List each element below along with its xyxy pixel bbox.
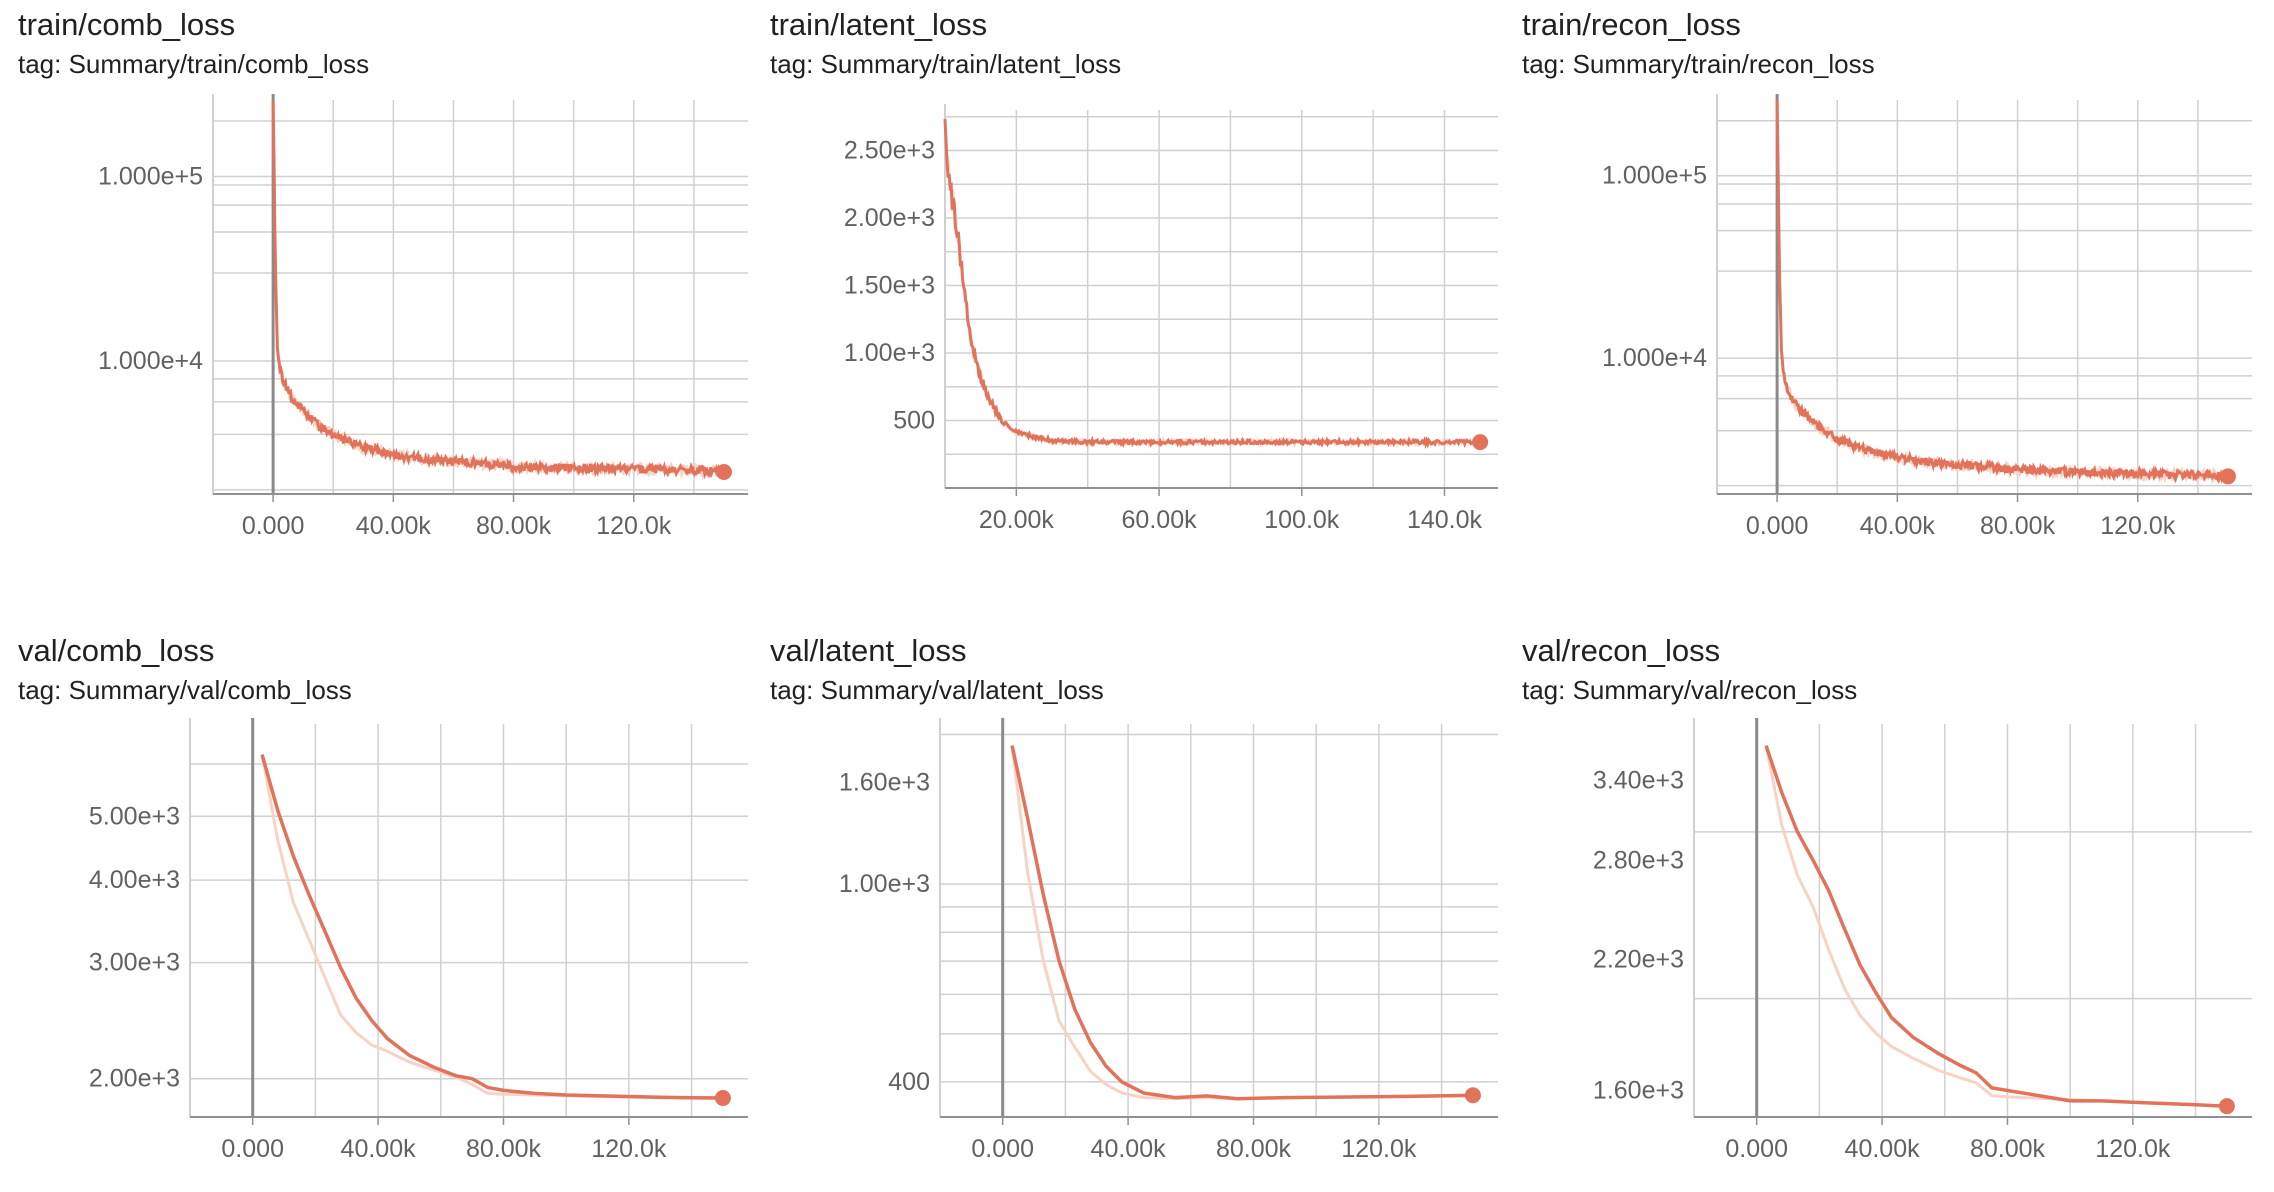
- chart-tag: tag: Summary/val/comb_loss: [18, 675, 352, 705]
- chart-tag: tag: Summary/train/comb_loss: [18, 49, 370, 79]
- y-tick-label: 1.50e+3: [844, 272, 935, 300]
- x-tick-label: 40.00k: [1845, 1135, 1921, 1163]
- x-tick-label: 20.00k: [979, 506, 1055, 534]
- chart-tag: tag: Summary/val/latent_loss: [770, 675, 1104, 705]
- chart-title: val/comb_loss: [18, 633, 215, 668]
- chart-title: val/recon_loss: [1522, 633, 1721, 668]
- x-tick-label: 100.0k: [1264, 506, 1340, 534]
- series-line-raw: [1764, 745, 2227, 1108]
- y-tick-label: 500: [893, 407, 935, 435]
- panel-train-comb-loss: train/comb_loss tag: Summary/train/comb_…: [18, 6, 778, 566]
- series-line: [1764, 745, 2227, 1108]
- x-tick-label: 80.00k: [1970, 1135, 2046, 1163]
- series-end-marker: [2219, 468, 2236, 485]
- chart-title: val/latent_loss: [770, 633, 967, 668]
- series-line-raw: [944, 136, 1482, 449]
- x-tick-label: 40.00k: [1091, 1135, 1167, 1163]
- x-tick-label: 40.00k: [356, 512, 432, 540]
- panel-train-latent-loss: train/latent_loss tag: Summary/train/lat…: [770, 6, 1530, 566]
- x-tick-label: 40.00k: [1860, 512, 1936, 540]
- y-tick-label: 1.00e+3: [839, 870, 930, 898]
- series-line-raw: [1010, 745, 1473, 1101]
- series-line: [1010, 745, 1473, 1101]
- chart-title: train/recon_loss: [1522, 7, 1741, 42]
- chart-train-comb-loss: 0.000 40.00k 80.00k 120.0k 1.000e+5 1.000e+4: [98, 94, 748, 540]
- series-line-raw: [272, 108, 725, 481]
- series-line-raw: [1776, 102, 2229, 485]
- y-tick-label: 1.00e+3: [844, 339, 935, 367]
- chart-tag: tag: Summary/train/recon_loss: [1522, 49, 1875, 79]
- x-tick-label: 80.00k: [476, 512, 552, 540]
- series-line: [271, 101, 726, 480]
- series-line-raw: [260, 754, 723, 1100]
- x-tick-label: 120.0k: [596, 512, 672, 540]
- chart-title: train/comb_loss: [18, 7, 236, 42]
- chart-tag: tag: Summary/val/recon_loss: [1522, 675, 1858, 705]
- x-tick-label: 0.000: [221, 1135, 284, 1163]
- y-tick-label: 3.40e+3: [1593, 766, 1684, 794]
- y-tick-label: 2.00e+3: [844, 204, 935, 232]
- y-tick-label: 1.000e+5: [98, 163, 203, 191]
- x-tick-label: 40.00k: [341, 1135, 417, 1163]
- y-tick-label: 1.000e+4: [98, 347, 203, 375]
- y-tick-label: 1.000e+4: [1602, 344, 1707, 372]
- y-tick-label: 4.00e+3: [89, 866, 180, 894]
- x-tick-label: 120.0k: [591, 1135, 667, 1163]
- x-tick-label: 80.00k: [466, 1135, 542, 1163]
- series-end-marker: [2218, 1098, 2235, 1115]
- series-end-marker: [714, 1090, 731, 1107]
- y-tick-label: 3.00e+3: [89, 949, 180, 977]
- x-tick-label: 120.0k: [1341, 1135, 1417, 1163]
- chart-tag: tag: Summary/train/latent_loss: [770, 49, 1122, 79]
- y-tick-label: 2.00e+3: [89, 1065, 180, 1093]
- y-tick-label: 2.50e+3: [844, 137, 935, 165]
- y-tick-label: 400: [888, 1068, 930, 1096]
- panel-val-recon-loss: val/recon_loss tag: Summary/val/recon_lo…: [1522, 632, 2274, 1192]
- x-tick-label: 80.00k: [1216, 1135, 1292, 1163]
- y-tick-label: 1.60e+3: [839, 769, 930, 797]
- x-tick-label: 0.000: [242, 512, 305, 540]
- series-line: [1775, 100, 2230, 485]
- x-tick-label: 120.0k: [2100, 512, 2176, 540]
- y-tick-label: 1.000e+5: [1602, 162, 1707, 190]
- series-end-marker: [715, 464, 732, 481]
- y-tick-label: 5.00e+3: [89, 802, 180, 830]
- panel-val-latent-loss: val/latent_loss tag: Summary/val/latent_…: [770, 632, 1530, 1192]
- chart-train-recon-loss: 0.000 40.00k 80.00k 120.0k 1.000e+5 1.000e+4: [1602, 94, 2252, 540]
- x-tick-label: 60.00k: [1122, 506, 1198, 534]
- series-line: [943, 118, 1482, 449]
- x-tick-label: 0.000: [971, 1135, 1034, 1163]
- x-tick-label: 140.0k: [1407, 506, 1483, 534]
- x-tick-label: 0.000: [1725, 1135, 1788, 1163]
- chart-title: train/latent_loss: [770, 7, 988, 42]
- panel-train-recon-loss: train/recon_loss tag: Summary/train/reco…: [1522, 6, 2274, 566]
- y-tick-label: 2.80e+3: [1593, 846, 1684, 874]
- x-tick-label: 0.000: [1746, 512, 1809, 540]
- chart-val-recon-loss: 0.000 40.00k 80.00k 120.0k 3.40e+3 2.80e+3 2.2…: [1593, 718, 2252, 1163]
- series-line: [260, 754, 723, 1100]
- panel-val-comb-loss: val/comb_loss tag: Summary/val/comb_loss…: [18, 632, 778, 1192]
- chart-train-latent-loss: 20.00k 60.00k 100.0k 140.0k 2.50e+3 2.00e+3 1.…: [844, 104, 1498, 534]
- x-tick-label: 120.0k: [2095, 1135, 2171, 1163]
- y-tick-label: 1.60e+3: [1593, 1076, 1684, 1104]
- series-end-marker: [1472, 434, 1489, 451]
- chart-val-comb-loss: 0.000 40.00k 80.00k 120.0k 5.00e+3 4.00e+3 3.0…: [89, 718, 748, 1163]
- y-tick-label: 2.20e+3: [1593, 945, 1684, 973]
- x-tick-label: 80.00k: [1980, 512, 2056, 540]
- series-end-marker: [1464, 1087, 1481, 1104]
- chart-val-latent-loss: 0.000 40.00k 80.00k 120.0k 1.60e+3 1.00e+3 400: [839, 718, 1498, 1163]
